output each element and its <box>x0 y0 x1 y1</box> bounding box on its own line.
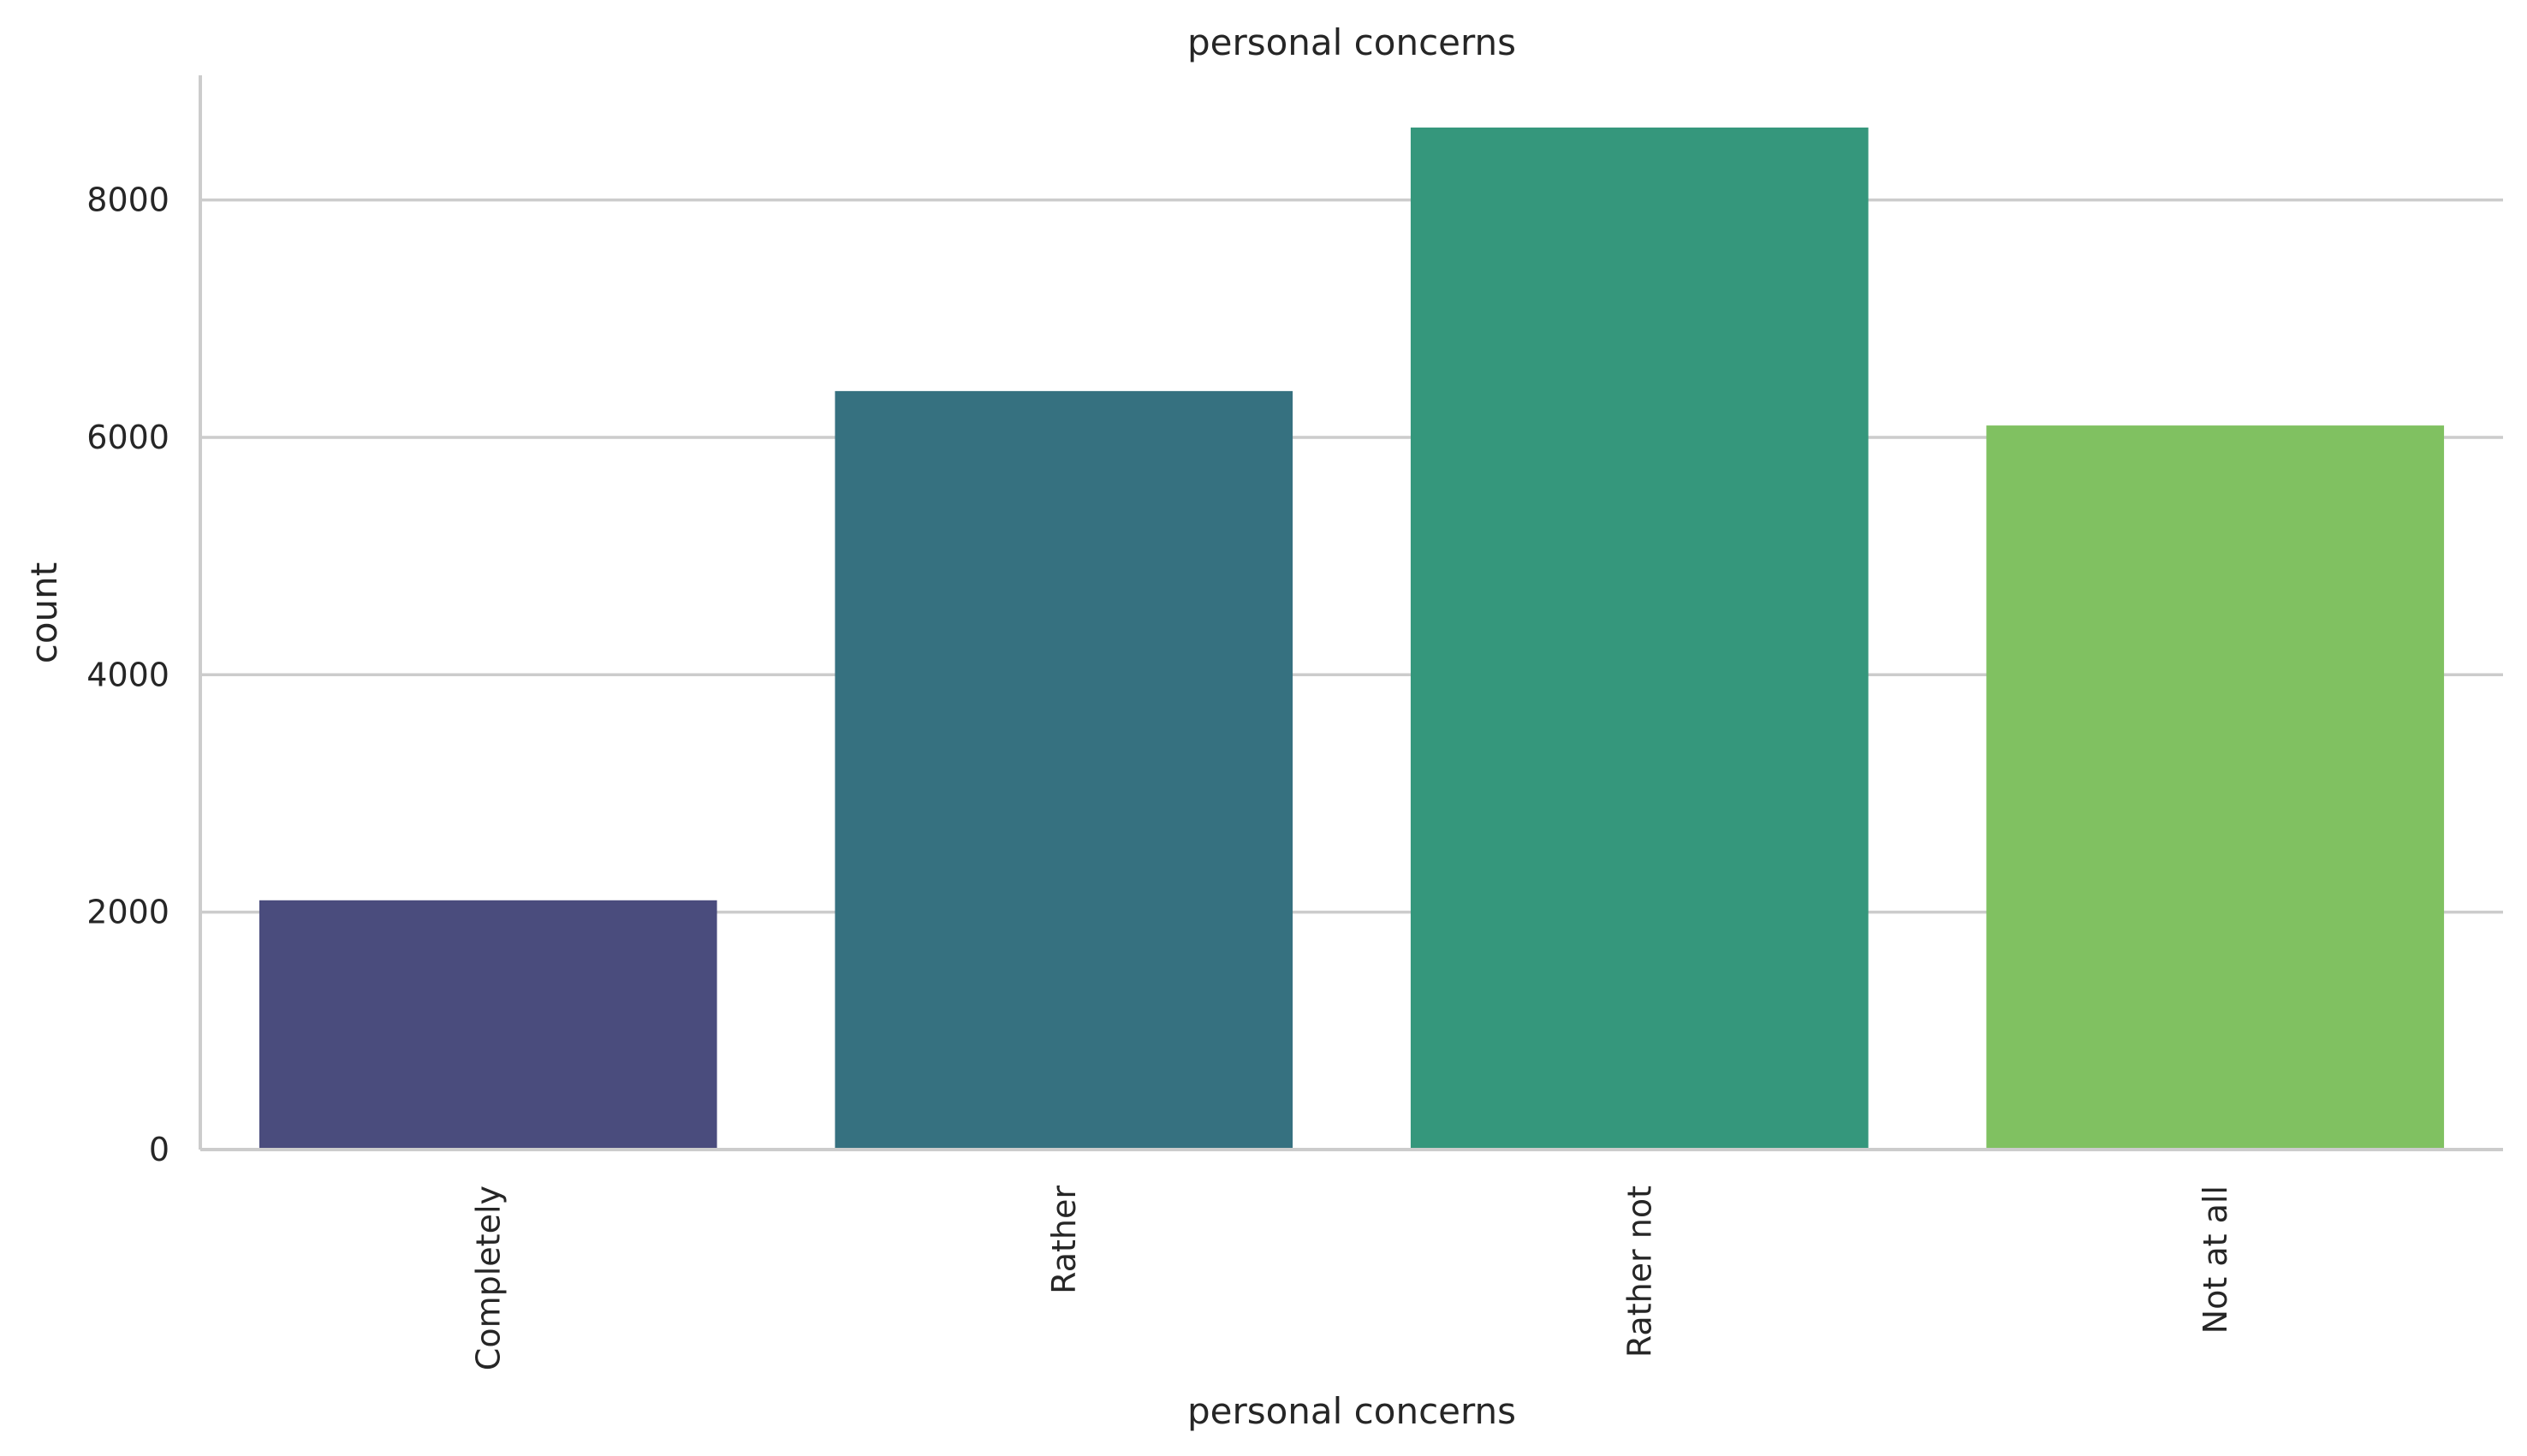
bar-rather <box>835 390 1293 1150</box>
x-tick-label: Rather not <box>1620 1186 1658 1358</box>
x-tick-labels: Completely Rather Rather not Not at all <box>469 1186 2234 1371</box>
y-tick-label: 8000 <box>86 181 169 219</box>
x-tick-label: Not at all <box>2197 1186 2234 1334</box>
chart-title: personal concerns <box>1187 21 1516 63</box>
bar-completely <box>259 900 717 1150</box>
x-tick-label: Rather <box>1045 1186 1083 1294</box>
y-tick-label: 2000 <box>86 894 169 931</box>
y-tick-label: 0 <box>149 1131 169 1168</box>
bars <box>259 128 2445 1150</box>
bar-rather-not <box>1410 128 1869 1150</box>
y-tick-labels: 0 2000 4000 6000 8000 <box>86 181 169 1168</box>
y-tick-label: 4000 <box>86 656 169 693</box>
y-axis-label: count <box>23 562 65 664</box>
x-axis-label: personal concerns <box>1187 1390 1516 1432</box>
axes <box>199 75 2503 1151</box>
bar-not-at-all <box>1986 425 2445 1150</box>
x-tick-label: Completely <box>469 1186 507 1370</box>
y-tick-label: 6000 <box>86 419 169 456</box>
